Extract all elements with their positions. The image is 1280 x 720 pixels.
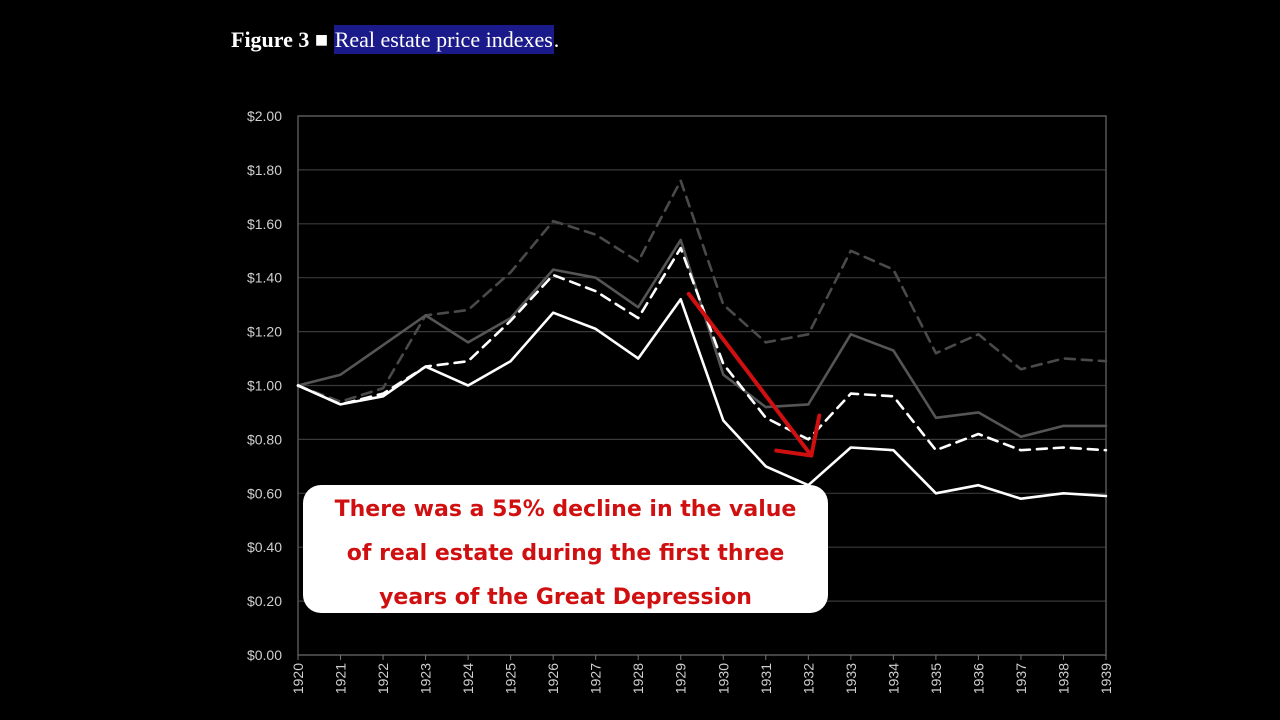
caption-period: . (553, 27, 560, 52)
y-tick-label: $0.40 (247, 539, 282, 555)
x-tick-label: 1931 (758, 663, 774, 694)
x-tick-label: 1933 (843, 663, 859, 694)
callout-box: There was a 55% decline in the value of … (303, 485, 828, 613)
y-tick-label: $1.60 (247, 216, 282, 232)
x-tick-label: 1925 (503, 663, 519, 694)
x-tick-label: 1937 (1013, 663, 1029, 694)
figure-caption: Real estate price indexes (333, 25, 554, 54)
x-tick-label: 1920 (290, 663, 306, 694)
x-tick-label: 1932 (800, 663, 816, 694)
x-tick-label: 1934 (885, 663, 901, 694)
x-tick-label: 1927 (588, 663, 604, 694)
x-tick-label: 1935 (928, 663, 944, 694)
x-tick-label: 1922 (375, 663, 391, 694)
square-marker-icon: ■ (314, 27, 329, 52)
x-tick-label: 1926 (545, 663, 561, 694)
series-line-4 (296, 297, 1108, 501)
callout-line-1: There was a 55% decline in the value (334, 497, 797, 522)
x-tick-label: 1924 (460, 663, 476, 694)
figure-label: Figure 3 (231, 27, 310, 52)
y-tick-label: $0.20 (247, 593, 282, 609)
x-tick-label: 1930 (715, 663, 731, 694)
y-tick-label: $2.00 (247, 108, 282, 124)
y-tick-label: $1.20 (247, 324, 282, 340)
red-arrow-shaft (686, 291, 814, 458)
x-tick-label: 1923 (418, 663, 434, 694)
y-tick-label: $1.00 (247, 378, 282, 394)
figure-title: Figure 3 ■ Real estate price indexes. (231, 25, 560, 54)
callout-line-3: years of the Great Depression (379, 585, 752, 610)
x-tick-label: 1921 (333, 663, 349, 694)
x-tick-label: 1938 (1055, 663, 1071, 694)
series-line-1 (296, 179, 1108, 404)
x-tick-label: 1928 (630, 663, 646, 694)
red-arrow-head-icon (774, 413, 822, 458)
y-tick-label: $0.00 (247, 647, 282, 663)
y-tick-label: $0.80 (247, 431, 282, 447)
callout-line-2: of real estate during the first three (346, 541, 785, 566)
y-tick-label: $1.40 (247, 270, 282, 286)
x-tick-label: 1929 (673, 663, 689, 694)
x-tick-label: 1939 (1098, 663, 1114, 694)
y-tick-label: $0.60 (247, 485, 282, 501)
series-line-3 (296, 246, 1108, 452)
x-tick-label: 1936 (970, 663, 986, 694)
y-tick-label: $1.80 (247, 162, 282, 178)
